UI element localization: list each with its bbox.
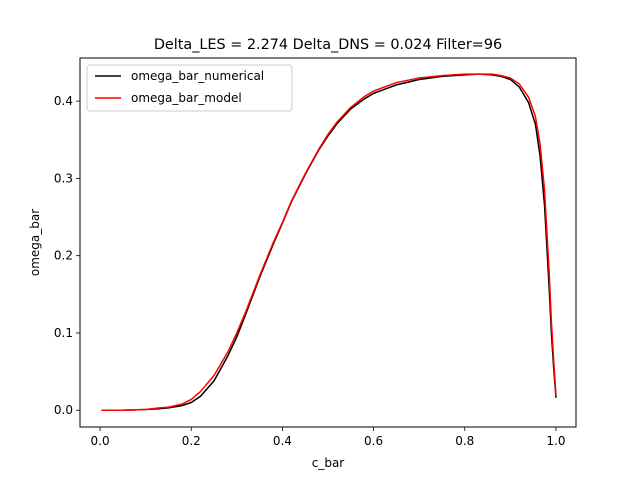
series-layer xyxy=(101,73,557,411)
y-tick-label: 0.0 xyxy=(54,403,73,417)
y-axis: 0.0 0.1 0.2 0.3 0.4 xyxy=(54,94,80,417)
legend-box xyxy=(86,64,293,112)
x-tick-label: 0.6 xyxy=(364,434,383,448)
series-line-1 xyxy=(101,73,557,411)
legend: omega_bar_numerical omega_bar_model xyxy=(86,64,293,112)
x-tick-label: 0.2 xyxy=(182,434,201,448)
x-tick-label: 0.4 xyxy=(273,434,292,448)
x-tick-label: 0.0 xyxy=(91,434,110,448)
legend-label-numerical: omega_bar_numerical xyxy=(131,69,264,83)
x-axis-label: c_bar xyxy=(312,456,345,470)
series-line-0 xyxy=(101,73,557,411)
y-tick-label: 0.2 xyxy=(54,249,73,263)
legend-label-model: omega_bar_model xyxy=(131,91,242,105)
y-axis-label: omega_bar xyxy=(28,209,42,276)
plot-frame xyxy=(79,57,577,428)
x-tick-label: 0.8 xyxy=(455,434,474,448)
y-tick-label: 0.3 xyxy=(54,171,73,185)
chart-title: Delta_LES = 2.274 Delta_DNS = 0.024 Filt… xyxy=(154,37,502,53)
x-tick-label: 1.0 xyxy=(546,434,565,448)
y-tick-label: 0.4 xyxy=(54,94,73,108)
x-axis: 0.0 0.2 0.4 0.6 0.8 1.0 xyxy=(91,427,565,448)
y-tick-label: 0.1 xyxy=(54,326,73,340)
